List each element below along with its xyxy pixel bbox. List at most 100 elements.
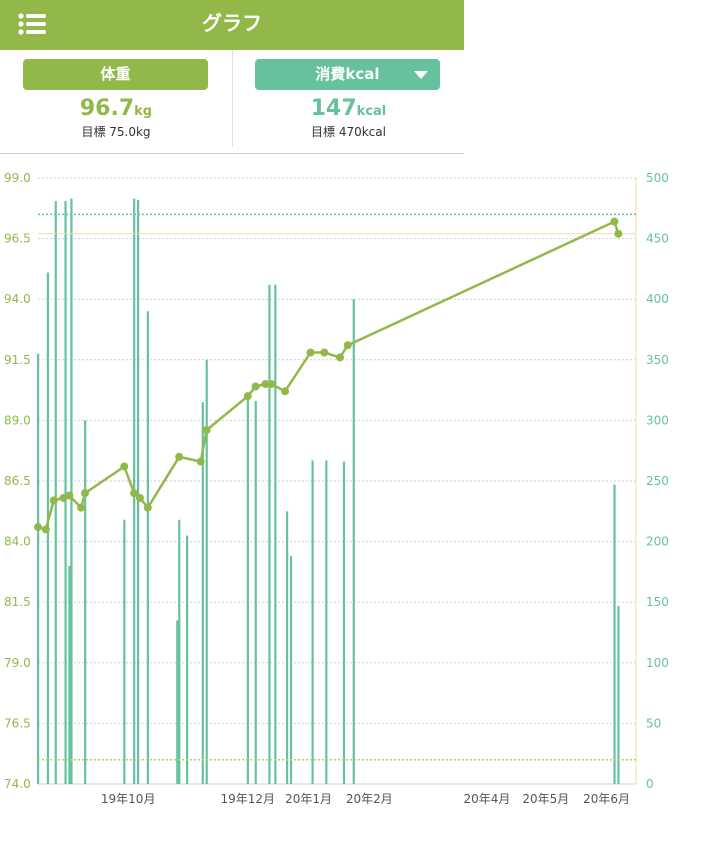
left-tick-label: 94.0 <box>4 292 31 306</box>
reference-lines <box>38 213 636 761</box>
kcal-value: 147kcal <box>233 96 464 121</box>
weight-point[interactable] <box>41 525 50 534</box>
x-tick-label: 20年2月 <box>346 792 393 806</box>
kcal-bar[interactable] <box>64 201 67 784</box>
kcal-goal: 目標 470kcal <box>311 125 386 139</box>
left-tick-label: 81.5 <box>4 595 31 609</box>
page-title: グラフ <box>202 11 262 35</box>
weight-point[interactable] <box>610 217 619 226</box>
left-tick-label: 74.0 <box>4 777 31 791</box>
kcal-bar[interactable] <box>136 199 140 784</box>
kcal-bar[interactable] <box>246 396 249 784</box>
weight-point[interactable] <box>49 496 58 505</box>
weight-point[interactable] <box>251 382 260 391</box>
weight-point[interactable] <box>614 229 623 238</box>
weight-point[interactable] <box>243 392 252 401</box>
weight-kcal-chart[interactable]: 99.0 96.5 94.0 91.5 89.0 86.5 84.0 81.5 79.0 76.5… <box>0 160 718 843</box>
weight-line <box>34 217 623 534</box>
left-tick-label: 91.5 <box>4 353 31 367</box>
weight-point[interactable] <box>135 493 144 502</box>
app-header: グラフ <box>0 0 464 50</box>
kcal-bar[interactable] <box>178 519 181 784</box>
right-tick-label: 200 <box>646 535 669 549</box>
kcal-bars <box>37 198 620 784</box>
right-tick-label: 450 <box>646 232 669 246</box>
kcal-bar[interactable] <box>201 402 204 784</box>
kcal-bar[interactable] <box>325 460 328 784</box>
kcal-bar[interactable] <box>268 284 271 784</box>
right-tick-label: 250 <box>646 474 669 488</box>
weight-goal: 目標 75.0kg <box>81 125 151 139</box>
weight-point[interactable] <box>77 503 86 512</box>
kcal-bar[interactable] <box>37 353 40 784</box>
kcal-unit: kcal <box>356 104 387 119</box>
weight-point[interactable] <box>130 489 139 498</box>
right-tick-label: 0 <box>646 777 654 791</box>
list-menu-icon[interactable] <box>18 13 48 35</box>
weight-point[interactable] <box>81 489 90 498</box>
kcal-bar[interactable] <box>186 535 189 784</box>
grid-layer <box>38 177 637 785</box>
weight-point[interactable] <box>320 348 329 357</box>
x-tick-label: 20年6月 <box>583 792 630 806</box>
weight-button[interactable]: 体重 <box>23 59 208 90</box>
weight-point[interactable] <box>202 426 211 435</box>
kcal-bar[interactable] <box>146 311 149 784</box>
x-tick-label: 19年10月 <box>101 792 156 806</box>
kcal-bar[interactable] <box>54 201 57 784</box>
x-tick-label: 20年5月 <box>522 792 569 806</box>
kcal-bar[interactable] <box>613 484 616 784</box>
axis-labels: 99.0 96.5 94.0 91.5 89.0 86.5 84.0 81.5 79.0 76.5… <box>4 171 669 806</box>
right-tick-label: 50 <box>646 716 661 730</box>
kcal-bar[interactable] <box>254 401 257 784</box>
right-tick-label: 350 <box>646 353 669 367</box>
weight-polyline <box>37 220 620 531</box>
weight-point[interactable] <box>261 380 270 389</box>
weight-point[interactable] <box>335 353 344 362</box>
weight-number: 96.7 <box>79 96 135 121</box>
kcal-number: 147 <box>310 96 357 121</box>
weight-point[interactable] <box>281 387 290 396</box>
kcal-select-button[interactable]: 消費kcal <box>255 59 440 90</box>
x-tick-label: 19年12月 <box>221 792 276 806</box>
kcal-bar[interactable] <box>352 299 355 784</box>
kcal-bar[interactable] <box>123 519 126 784</box>
left-tick-label: 99.0 <box>4 171 31 185</box>
kcal-bar[interactable] <box>68 565 71 784</box>
kcal-bar[interactable] <box>286 511 289 784</box>
right-tick-label: 300 <box>646 413 669 427</box>
kcal-bar[interactable] <box>70 198 73 784</box>
x-tick-label: 20年4月 <box>464 792 511 806</box>
weight-unit: kg <box>134 104 153 119</box>
weight-point[interactable] <box>34 523 42 532</box>
weight-point[interactable] <box>175 452 184 461</box>
kcal-summary-panel: 消費kcal 147kcal 目標 470kcal <box>233 50 464 153</box>
kcal-bar[interactable] <box>311 460 314 784</box>
kcal-bar[interactable] <box>205 359 208 784</box>
weight-point[interactable] <box>143 503 152 512</box>
right-tick-label: 100 <box>646 656 669 670</box>
left-tick-label: 96.5 <box>4 232 31 246</box>
kcal-bar[interactable] <box>176 620 179 784</box>
x-tick-label: 20年1月 <box>285 792 332 806</box>
weight-point[interactable] <box>267 380 276 389</box>
weight-point[interactable] <box>65 491 74 500</box>
weight-summary-panel: 体重 96.7kg 目標 75.0kg <box>0 50 232 153</box>
right-tick-label: 500 <box>646 171 669 185</box>
left-tick-label: 79.0 <box>4 656 31 670</box>
kcal-bar[interactable] <box>289 556 293 784</box>
weight-point[interactable] <box>196 457 205 466</box>
left-tick-label: 89.0 <box>4 413 31 427</box>
right-tick-label: 150 <box>646 595 669 609</box>
left-tick-label: 84.0 <box>4 535 31 549</box>
kcal-bar[interactable] <box>84 420 87 784</box>
weight-point[interactable] <box>343 341 352 350</box>
kcal-bar[interactable] <box>617 605 620 784</box>
weight-point[interactable] <box>120 462 129 471</box>
weight-value: 96.7kg <box>0 96 232 121</box>
kcal-bar[interactable] <box>342 461 346 784</box>
weight-point[interactable] <box>306 348 315 357</box>
left-tick-label: 86.5 <box>4 474 31 488</box>
kcal-bar[interactable] <box>274 284 277 784</box>
caret-down-icon <box>414 71 428 79</box>
